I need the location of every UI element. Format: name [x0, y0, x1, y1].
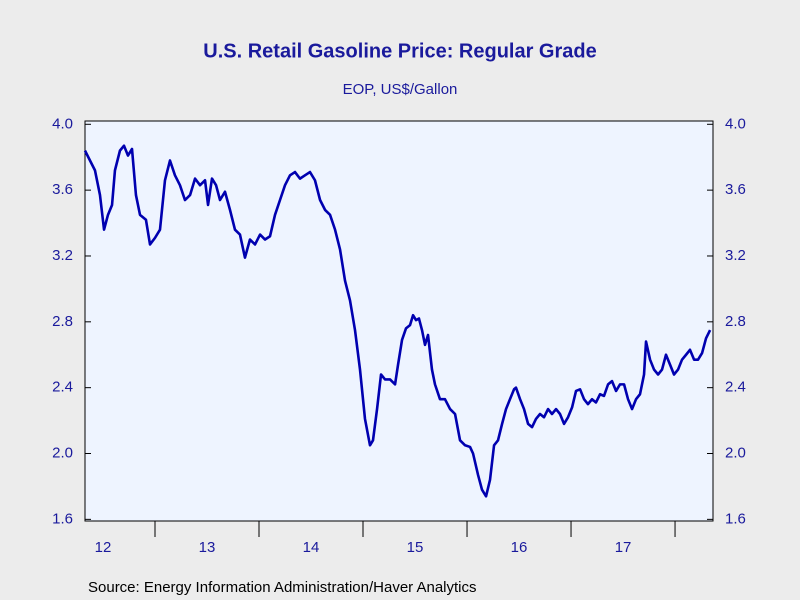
- x-tick-label: 15: [407, 539, 424, 556]
- price-line: [83, 144, 712, 498]
- y2-tick-label: 2.8: [725, 313, 746, 330]
- y-tick-label: 2.0: [52, 444, 73, 461]
- y-tick-label: 2.4: [52, 379, 73, 396]
- x-tick-label: 14: [303, 539, 320, 556]
- x-tick-label: 13: [199, 539, 216, 556]
- y-tick-label: 2.8: [52, 313, 73, 330]
- y-tick-label: 1.6: [52, 510, 73, 527]
- y2-tick-label: 4.0: [725, 115, 746, 132]
- y-tick-label: 3.6: [52, 181, 73, 198]
- y2-tick-label: 3.6: [725, 181, 746, 198]
- source-note: Source: Energy Information Administratio…: [88, 579, 477, 596]
- y-tick-label: 3.2: [52, 247, 73, 264]
- y2-tick-label: 1.6: [725, 510, 746, 527]
- x-tick-label: 16: [511, 539, 528, 556]
- chart-title: U.S. Retail Gasoline Price: Regular Grad…: [203, 40, 596, 62]
- chart-subtitle: EOP, US$/Gallon: [343, 81, 458, 98]
- y-tick-label: 4.0: [52, 115, 73, 132]
- y2-tick-label: 2.0: [725, 444, 746, 461]
- y2-tick-label: 3.2: [725, 247, 746, 264]
- plot-area: [84, 120, 714, 522]
- x-tick-label: 17: [615, 539, 632, 556]
- y2-tick-label: 2.4: [725, 379, 746, 396]
- x-tick-label: 12: [95, 539, 112, 556]
